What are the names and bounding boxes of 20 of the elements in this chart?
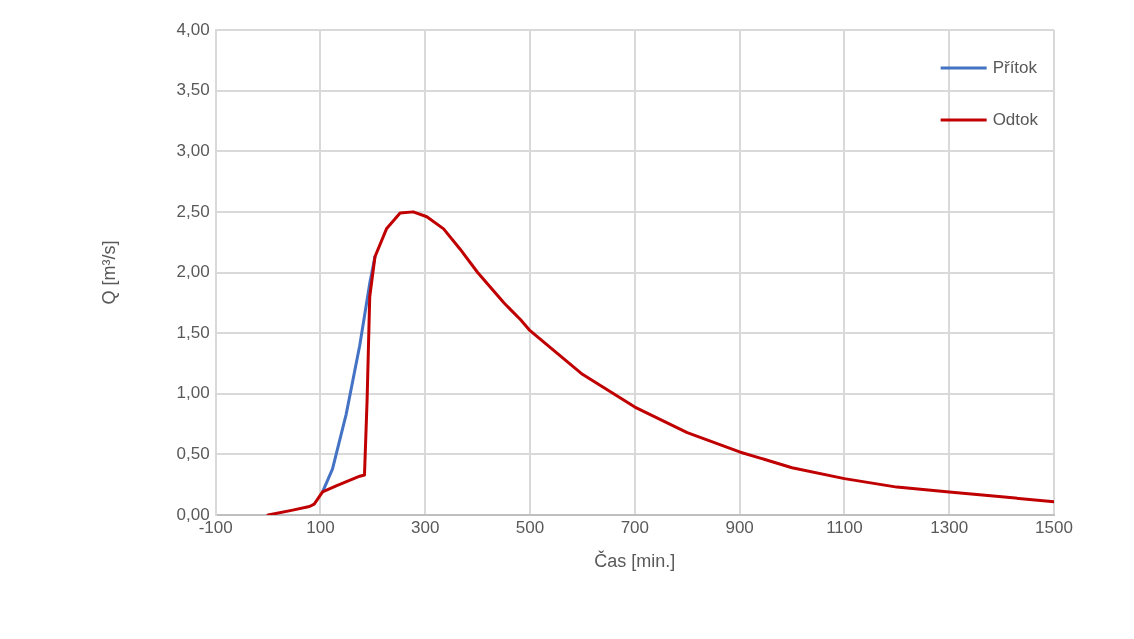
y-tick-label: 1,50 xyxy=(176,322,210,342)
y-tick-label: 3,50 xyxy=(176,80,210,100)
x-tick-label: 700 xyxy=(620,517,650,537)
x-tick-label: 300 xyxy=(411,517,440,537)
x-tick-label: 100 xyxy=(306,517,335,537)
legend-label: Odtok xyxy=(992,109,1039,129)
y-tick-label: 0,50 xyxy=(176,444,210,464)
x-tick-label: 1100 xyxy=(826,517,863,537)
y-tick-label: 2,00 xyxy=(176,262,210,282)
x-tick-label: 500 xyxy=(515,517,545,537)
x-tick-label: 1500 xyxy=(1035,517,1073,537)
y-axis-title: Q [m³/s] xyxy=(98,240,119,305)
x-tick-label: 900 xyxy=(725,517,754,537)
y-tick-label: 2,50 xyxy=(176,201,210,221)
y-tick-label: 1,00 xyxy=(176,383,210,403)
legend-label: Přítok xyxy=(992,57,1038,77)
y-tick-label: 3,00 xyxy=(176,140,210,160)
y-tick-label: 4,00 xyxy=(176,19,210,39)
x-axis-title: Čas [min.] xyxy=(594,550,676,572)
x-tick-label: 1300 xyxy=(930,517,969,537)
